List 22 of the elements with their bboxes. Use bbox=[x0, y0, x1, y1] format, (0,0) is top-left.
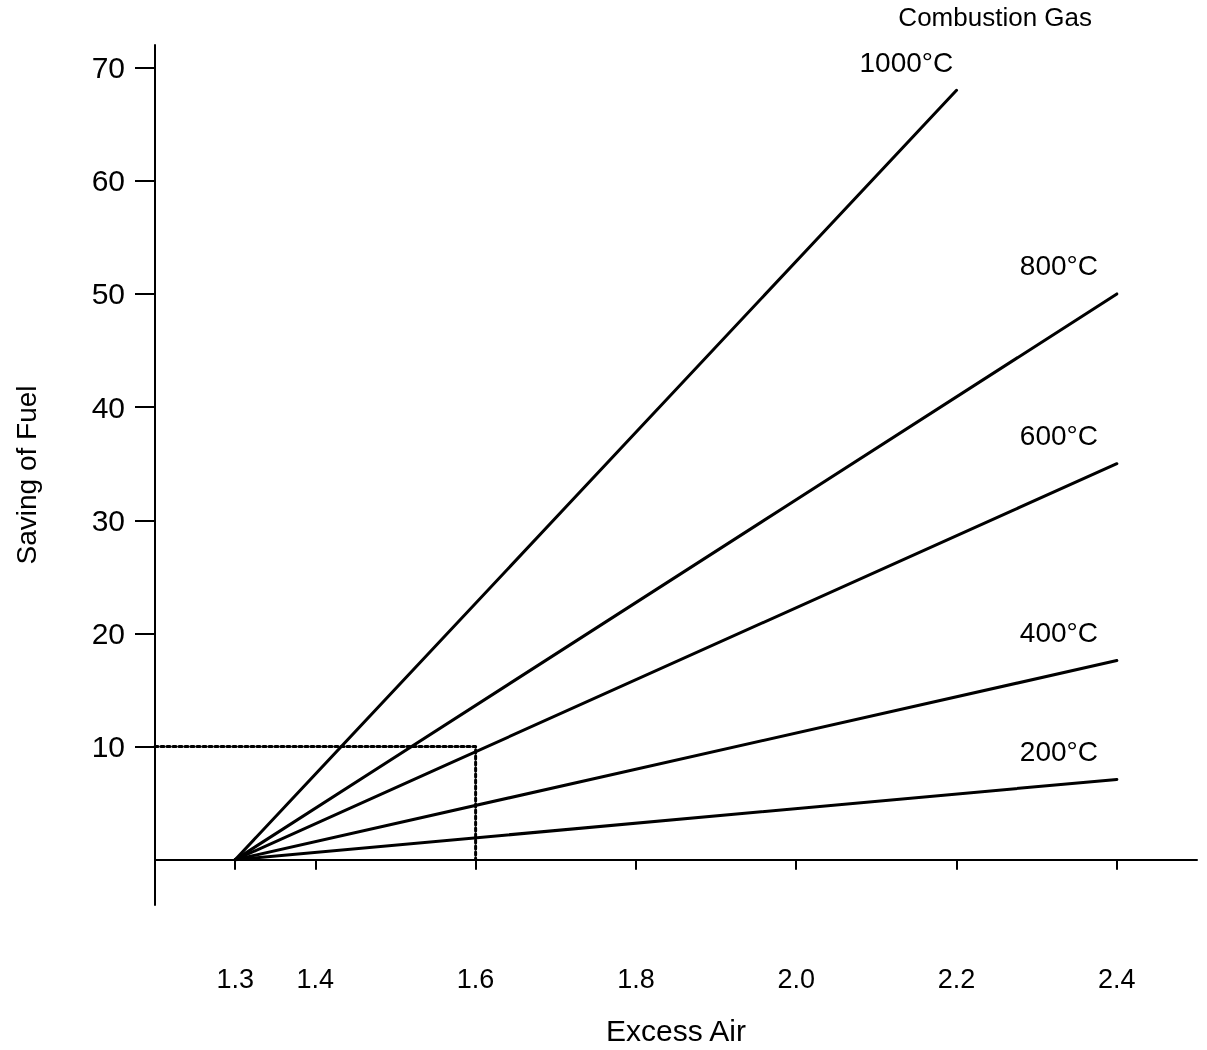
x-tick-label: 2.4 bbox=[1098, 963, 1136, 994]
text: Combustion Gas bbox=[898, 2, 1093, 32]
y-tick-label: 40 bbox=[91, 390, 125, 424]
x-tick-label: 2.2 bbox=[937, 963, 976, 994]
y-tick-label: 20 bbox=[91, 616, 125, 650]
series-label: 400°C bbox=[1019, 617, 1098, 649]
y-tick-label: 30 bbox=[91, 503, 125, 537]
x-tick-label: 1.6 bbox=[456, 963, 495, 994]
x-tick-label: 1.3 bbox=[216, 963, 254, 994]
x-tick-label: 2.0 bbox=[777, 963, 815, 994]
series-label: 600°C bbox=[1019, 420, 1098, 452]
series-label: 200°C bbox=[1019, 735, 1098, 767]
series-label: 800°C bbox=[1019, 250, 1098, 282]
series-label: 1000°C bbox=[859, 46, 954, 78]
x-tick-label: 1.8 bbox=[617, 963, 655, 994]
x-axis-title: Excess Air bbox=[605, 1013, 747, 1047]
x-tick-label: 1.4 bbox=[296, 963, 335, 994]
y-tick-label: 60 bbox=[91, 164, 125, 198]
y-axis-title: Saving of Fuel bbox=[10, 385, 42, 565]
y-tick-label: 10 bbox=[91, 730, 125, 764]
y-tick-label: 70 bbox=[91, 51, 125, 85]
y-tick-label: 50 bbox=[91, 277, 125, 311]
